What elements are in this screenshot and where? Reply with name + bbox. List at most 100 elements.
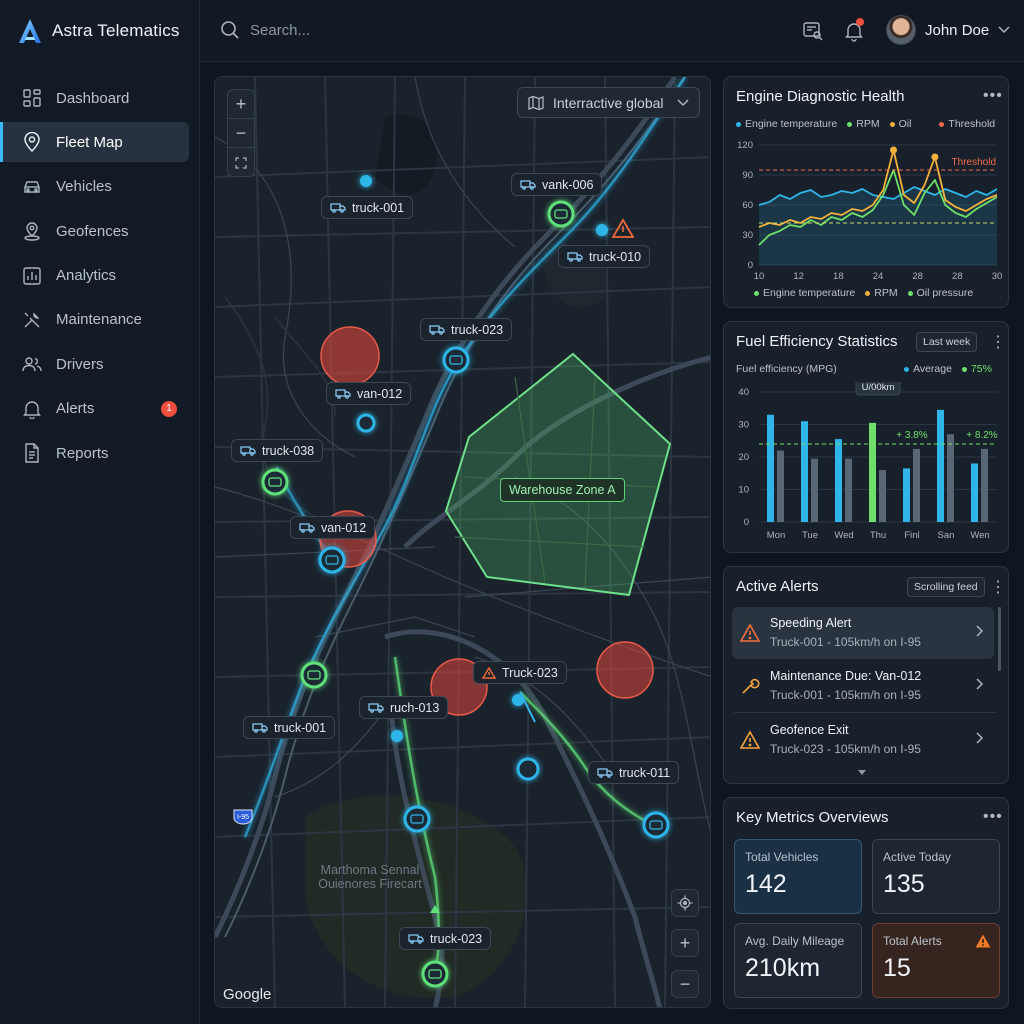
x-tick-label: 12 [793,271,804,282]
sidebar-item-analytics[interactable]: Analytics [0,256,189,296]
delta-annotation: + 3.8% [896,430,928,441]
svg-text:I-95: I-95 [237,814,249,821]
warning-icon [482,666,496,679]
vehicle-label[interactable]: truck-023 [399,927,492,950]
sidebar-item-geofences[interactable]: Geofences [0,211,189,251]
chevron-down-icon[interactable] [858,770,866,776]
metric-total-alerts[interactable]: Total Alerts 15 [872,923,1000,998]
user-menu[interactable]: John Doe [886,15,1010,45]
map-canvas[interactable] [215,77,711,1008]
locate-button[interactable] [671,889,699,917]
geofence-label[interactable]: Warehouse Zone A [500,478,625,502]
chevron-right-icon [976,732,984,744]
zoom-out-button[interactable]: − [228,119,254,148]
sidebar-item-fleet-map[interactable]: Fleet Map [0,122,189,163]
legend-item: Engine temperature [754,287,855,299]
sidebar-item-label: Geofences [56,222,129,240]
bar [913,448,920,522]
rpm-line [758,169,998,246]
alert-item[interactable]: Speeding Alert Truck-001 - 105km/h on I-… [732,607,994,659]
notifications-button[interactable] [843,18,865,42]
search-icon [221,21,239,39]
sidebar-nav: Dashboard Fleet Map Vehicles Geofences A… [0,78,199,473]
vehicle-label[interactable]: vank-006 [511,173,603,196]
sidebar: Astra Telematics Dashboard Fleet Map Veh… [0,0,200,1024]
vehicle-label[interactable]: van-012 [326,382,412,405]
truck-icon [335,389,351,399]
bar [937,409,944,522]
warning-icon [740,623,760,642]
tooltip-box [855,382,901,396]
key-metrics-card: Key Metrics Overviews ••• Total Vehicles… [723,797,1009,1009]
alert-item[interactable]: Maintenance Due: Van-012 Truck-001 - 105… [732,660,994,712]
bar [801,421,808,522]
fuel-efficiency-card: Fuel Efficiency Statistics Last week ⋮ F… [723,321,1009,553]
warning-icon [975,934,991,948]
metric-avg-daily-mileage[interactable]: Avg. Daily Mileage 210km [734,923,862,998]
truck-icon [597,768,613,778]
legend-item: Engine temperature [736,118,837,130]
fuel-ylabel: Fuel efficiency (MPG) [736,363,837,375]
alert-item[interactable]: Geofence Exit Truck-023 - 105km/h on I-9… [732,714,994,766]
scrolling-feed-button[interactable]: Scrolling feed [907,577,985,597]
more-options-icon[interactable]: ⋮ [990,334,1007,351]
x-tick-label: Thu [870,530,886,541]
divider [734,712,996,713]
place-label: Marthoma Sennal Ouienores Firecart [318,863,422,891]
legend-item: RPM [865,287,898,299]
user-name: John Doe [925,21,990,39]
map-layer-select[interactable]: Interractive global [517,87,700,118]
fullscreen-button[interactable] [228,148,254,177]
legend-item: Oil pressure [907,287,973,299]
brand[interactable]: Astra Telematics [0,0,199,62]
wrench-icon [742,678,760,694]
vehicle-label[interactable]: truck-001 [243,716,336,739]
wrench-icon [22,310,42,330]
truck-icon [240,446,256,456]
more-options-icon[interactable]: ••• [983,87,1003,104]
bar [811,458,818,522]
vehicle-label[interactable]: ruch-013 [359,696,449,719]
bar [879,470,886,522]
filter-list-icon[interactable] [802,20,824,42]
more-options-icon[interactable]: ⋮ [990,579,1007,596]
sidebar-item-maintenance[interactable]: Maintenance [0,300,189,340]
x-tick-label: 10 [754,271,765,282]
sidebar-item-label: Analytics [56,267,117,285]
y-tick-label: 120 [737,140,753,151]
vehicle-label[interactable]: truck-010 [558,245,651,268]
x-tick-label: 18 [833,271,844,282]
sidebar-item-alerts[interactable]: Alerts 1 [0,389,189,429]
search-bar[interactable] [220,20,450,40]
vehicle-label[interactable]: Truck-023 [473,661,567,684]
chevron-down-icon [677,98,689,106]
vehicle-label[interactable]: van-012 [290,516,376,539]
notification-dot [856,18,864,26]
sidebar-item-vehicles[interactable]: Vehicles [0,167,189,207]
vehicle-label[interactable]: truck-001 [321,196,414,219]
search-input[interactable] [250,21,450,39]
range-select-button[interactable]: Last week [916,332,978,352]
metric-total-vehicles[interactable]: Total Vehicles 142 [734,839,862,914]
more-options-icon[interactable]: ••• [983,808,1003,825]
sidebar-item-label: Fleet Map [56,133,123,151]
x-tick-label: Wen [970,530,989,541]
fleet-map[interactable]: + − Interractive global truck-001 vank-0… [214,76,711,1008]
alerts-scrollbar[interactable] [998,607,1001,671]
bar [777,450,784,522]
vehicle-label[interactable]: truck-011 [588,761,680,784]
tooltip-label: U/00km [862,382,895,393]
map-zoom-out-button[interactable]: − [671,970,699,998]
sidebar-item-dashboard[interactable]: Dashboard [0,78,189,118]
sidebar-item-drivers[interactable]: Drivers [0,344,189,384]
vehicle-label[interactable]: truck-038 [231,439,324,462]
zoom-in-button[interactable]: + [228,90,254,119]
y-tick-label: 40 [738,387,749,398]
map-icon [528,95,544,110]
map-zoom-in-button[interactable]: + [671,929,699,957]
legend-item: Oil [889,118,911,130]
sidebar-item-reports[interactable]: Reports [0,433,189,473]
chevron-down-icon [998,26,1010,34]
metric-active-today[interactable]: Active Today 135 [872,839,1000,914]
vehicle-label[interactable]: truck-023 [420,318,513,341]
